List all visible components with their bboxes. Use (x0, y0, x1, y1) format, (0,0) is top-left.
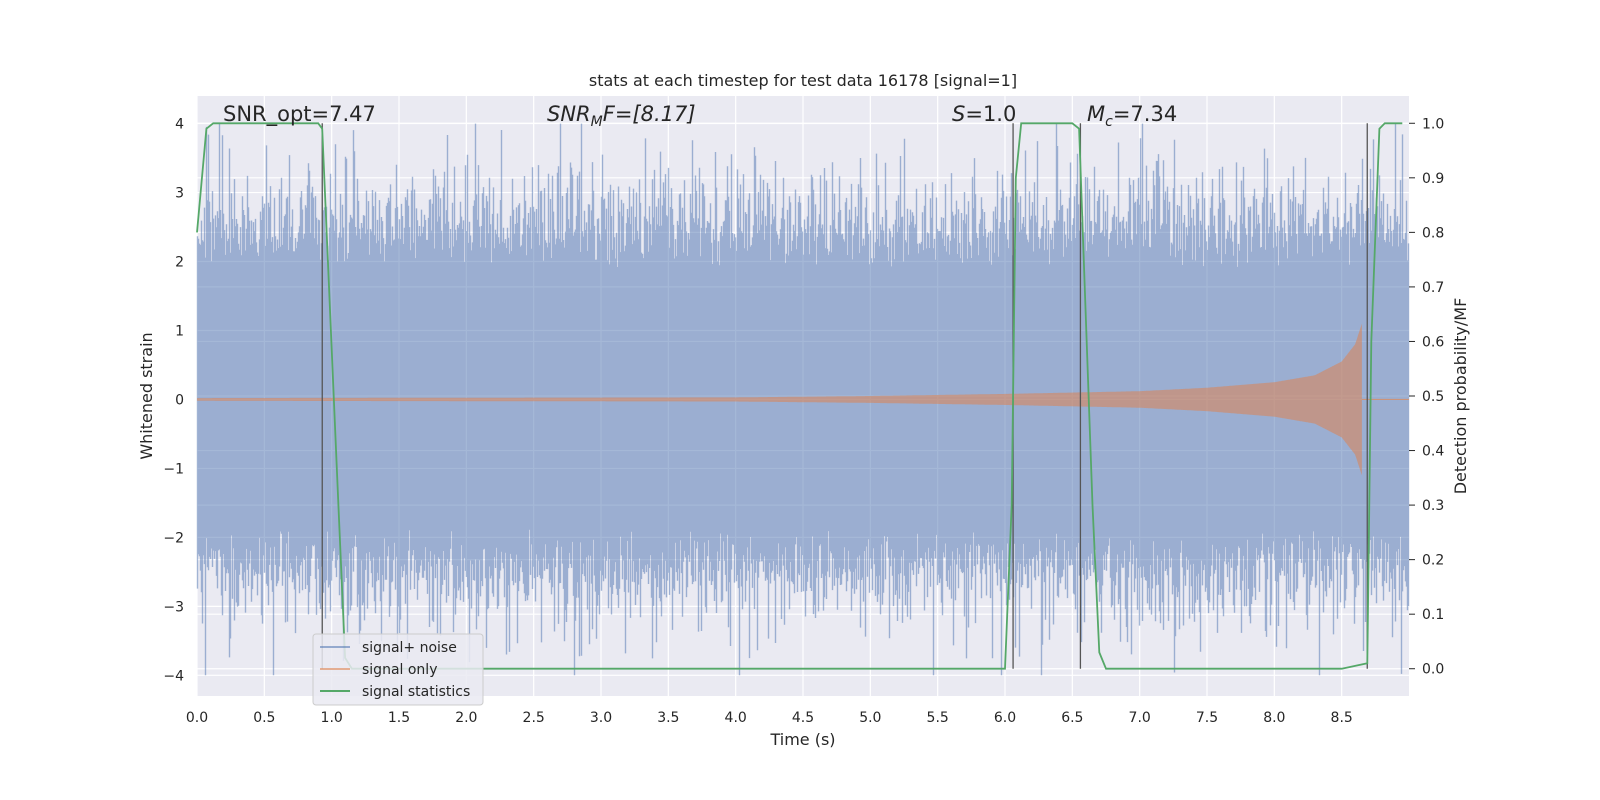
x-tick-label-17: 8.5 (1331, 710, 1353, 726)
y-right-tick-label-7: 0.7 (1422, 280, 1444, 296)
chart-title: stats at each timestep for test data 161… (589, 71, 1017, 90)
x-tick-label-3: 1.5 (388, 710, 410, 726)
signal-envelope (197, 323, 1362, 476)
y-right-tick-label-3: 0.3 (1422, 498, 1444, 514)
annotation-s-main: S (952, 102, 965, 126)
legend-label-signal-only: signal only (362, 662, 437, 678)
x-tick-label-16: 8.0 (1263, 710, 1285, 726)
x-tick-label-8: 4.0 (725, 710, 747, 726)
y-right-tick-label-4: 0.4 (1422, 444, 1444, 460)
y-axis-label: Whitened strain (137, 332, 156, 459)
annotation-snr-mf-sub: M (591, 114, 603, 130)
annotation-s-rest: =1.0 (965, 102, 1016, 126)
x-tick-label-13: 6.5 (1061, 710, 1083, 726)
legend-label-signal-statistics: signal statistics (362, 684, 470, 700)
y-right-tick-label-9: 0.9 (1422, 171, 1444, 187)
x-tick-label-0: 0.0 (186, 710, 208, 726)
x-axis-label: Time (s) (769, 730, 835, 749)
y-right-tick-label-2: 0.2 (1422, 553, 1444, 569)
y-axis-ticks: −4 −3 −2 −1 0 1 2 3 4 (163, 117, 184, 685)
y-right-tick-label-10: 1.0 (1422, 116, 1444, 132)
y-tick-label-1: −3 (163, 599, 184, 615)
legend-label-signal-noise: signal+ noise (362, 640, 457, 656)
x-tick-label-15: 7.5 (1196, 710, 1218, 726)
legend-frame (312, 633, 484, 706)
y-tick-label-0: −4 (163, 668, 184, 684)
y-tick-label-4: 0 (175, 392, 184, 408)
y-right-tick-label-0: 0.0 (1422, 662, 1444, 678)
legend: signal+ noise signal only signal statist… (312, 633, 484, 706)
annotation-snr-opt: SNR_opt=7.47 (223, 102, 376, 127)
y-tick-label-2: −2 (163, 530, 184, 546)
y-tick-label-8: 4 (175, 117, 184, 133)
x-tick-label-4: 2.0 (455, 710, 477, 726)
y-right-tick-label-6: 0.6 (1422, 334, 1444, 350)
annotation-snr-mf-rest: F=[8.17] (603, 102, 696, 126)
x-tick-label-2: 1.0 (321, 710, 343, 726)
y-tick-label-7: 3 (175, 186, 184, 202)
annotation-snr-mf-main: SNR (547, 102, 591, 126)
x-tick-label-6: 3.0 (590, 710, 612, 726)
y-tick-label-3: −1 (163, 461, 184, 477)
annotation-snr-mf: SNRMF=[8.17] (547, 102, 696, 130)
x-tick-label-11: 5.5 (927, 710, 949, 726)
annotation-s: S=1.0 (952, 102, 1016, 126)
annotation-mc-sub: c (1105, 114, 1113, 130)
y-right-tick-label-1: 0.1 (1422, 607, 1444, 623)
x-tick-label-10: 5.0 (859, 710, 881, 726)
x-tick-label-9: 4.5 (792, 710, 814, 726)
statistics-line (196, 122, 1403, 670)
y-tick-label-5: 1 (175, 323, 184, 339)
y-right-axis-ticks: 0.0 0.1 0.2 0.3 0.4 0.5 0.6 0.7 0.8 0.9 1.0 (1409, 116, 1444, 678)
x-tick-label-1: 0.5 (253, 710, 275, 726)
y-tick-label-6: 2 (175, 255, 184, 271)
x-tick-label-12: 6.0 (994, 710, 1016, 726)
x-axis-ticks: 0.0 0.5 1.0 1.5 2.0 2.5 3.0 3.5 4.0 4.5 5.0 5.5 6.0 6… (186, 710, 1353, 726)
series-signal-statistics (196, 122, 1403, 670)
x-tick-label-7: 3.5 (657, 710, 679, 726)
annotation-mc-rest: =7.34 (1113, 102, 1177, 126)
annotation-mc: Mc=7.34 (1087, 102, 1177, 130)
y-right-tick-label-5: 0.5 (1422, 389, 1444, 405)
annotation-mc-main: M (1087, 102, 1105, 126)
y-right-axis-label: Detection probability/MF (1451, 298, 1470, 495)
x-tick-label-5: 2.5 (523, 710, 545, 726)
x-tick-label-14: 7.0 (1129, 710, 1151, 726)
y-right-tick-label-8: 0.8 (1422, 225, 1444, 241)
